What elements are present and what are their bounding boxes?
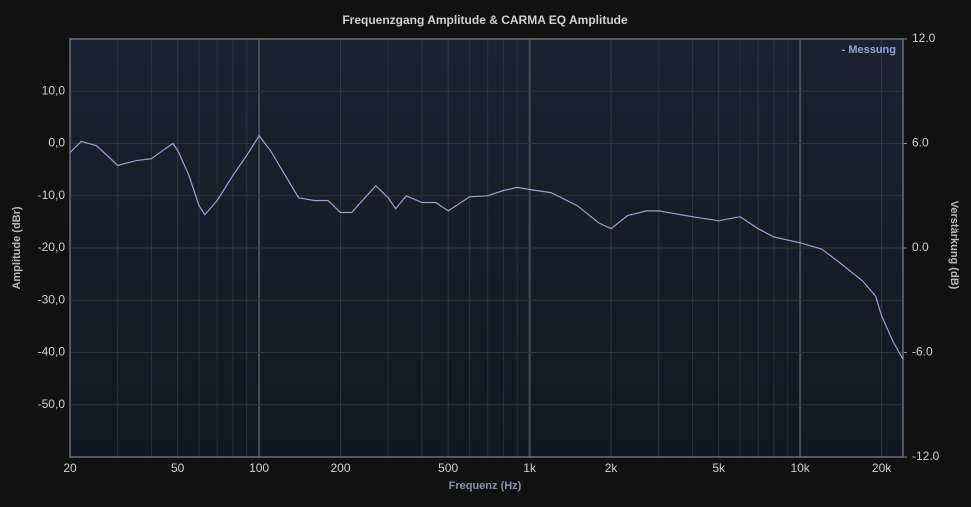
y2-tick-label: -6.0 (912, 345, 933, 359)
x-tick-label: 100 (249, 461, 269, 475)
chart-title: Frequenzgang Amplitude & CARMA EQ Amplit… (342, 13, 628, 27)
series-line (69, 134, 904, 360)
y2-tick-label: 0.0 (912, 240, 929, 254)
y-tick-label: -30,0 (38, 292, 66, 306)
x-tick-label: 20k (872, 461, 892, 475)
y-tick-label: -20,0 (38, 240, 66, 254)
x-tick-label: 10k (790, 461, 810, 475)
x-tick-label: 50 (171, 461, 185, 475)
y-tick-label: -50,0 (38, 397, 66, 411)
y-tick-label: 10,0 (42, 83, 66, 97)
y2-tick-label: 6.0 (912, 136, 929, 150)
y-tick-label: 0,0 (48, 136, 65, 150)
legend-entry: - Messung (842, 44, 896, 56)
x-tick-label: 2k (605, 461, 619, 475)
x-tick-label: 200 (331, 461, 351, 475)
x-tick-label: 1k (523, 461, 537, 475)
y-tick-label: -10,0 (38, 188, 66, 202)
y-axis-title: Amplitude (dBr) (11, 206, 23, 289)
x-axis-title: Frequenz (Hz) (449, 480, 522, 492)
y2-tick-label: -12.0 (912, 449, 940, 463)
x-tick-label: 5k (712, 461, 726, 475)
x-tick-label: 500 (438, 461, 458, 475)
y2-tick-label: 12.0 (912, 31, 936, 45)
y2-axis-title: Verstärkung (dB) (948, 201, 960, 290)
x-tick-label: 20 (63, 461, 77, 475)
y-tick-label: -40,0 (38, 345, 66, 359)
plot-border (69, 38, 904, 458)
